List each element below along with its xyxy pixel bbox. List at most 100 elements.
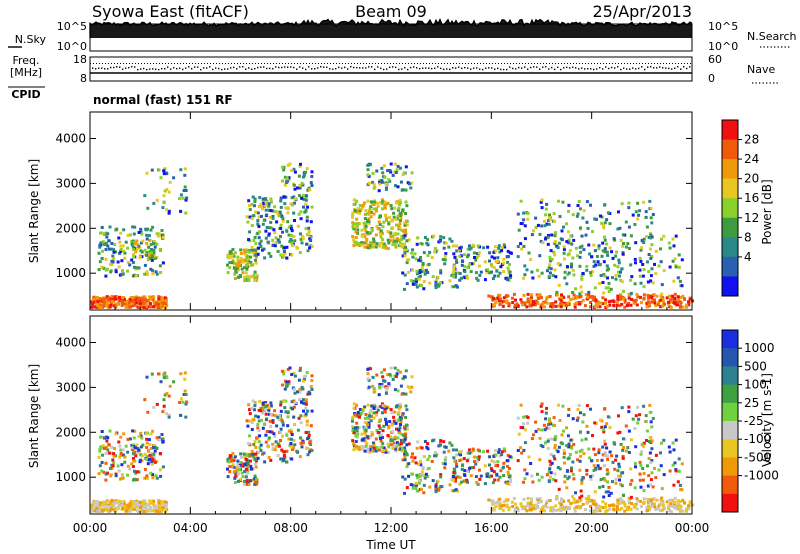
power-cell <box>365 238 369 241</box>
power-cell <box>281 219 285 223</box>
velocity-cell <box>549 508 553 512</box>
power-cell <box>287 178 291 182</box>
x-tick-label: 00:00 <box>675 521 710 535</box>
power-cell <box>456 271 460 275</box>
velocity-cell <box>497 450 501 454</box>
velocity-cell <box>282 372 286 376</box>
freq-dot <box>275 66 277 68</box>
velocity-cell <box>465 478 469 482</box>
velocity-cell <box>600 458 604 462</box>
power-cell <box>249 260 253 264</box>
velocity-cell <box>256 423 260 427</box>
velocity-cell <box>148 506 152 509</box>
velocity-cell <box>631 417 635 421</box>
velocity-cell <box>172 380 176 384</box>
velocity-cell <box>496 500 499 504</box>
power-cell <box>637 213 641 217</box>
power-cell <box>600 254 604 258</box>
velocity-cell <box>304 400 308 403</box>
velocity-cell <box>659 502 663 506</box>
freq-dot <box>521 67 523 69</box>
velocity-cell <box>516 449 520 452</box>
power-cell <box>401 209 404 213</box>
velocity-cell <box>372 443 376 447</box>
power-cell <box>112 250 116 254</box>
power-cell <box>152 295 156 299</box>
power-cell <box>607 300 611 304</box>
velocity-cell <box>650 502 654 506</box>
power-cell <box>161 236 165 239</box>
velocity-cell <box>145 474 149 478</box>
velocity-cell <box>526 496 530 500</box>
velocity-cell <box>510 500 514 504</box>
velocity-cell <box>405 408 409 412</box>
freq-dot <box>527 68 529 70</box>
velocity-cell <box>642 404 646 408</box>
velocity-cell <box>576 458 580 462</box>
velocity-cell <box>648 506 652 510</box>
y-tick-label: 4000 <box>55 335 86 349</box>
power-cell <box>152 239 156 243</box>
velocity-cell <box>131 443 135 447</box>
colorbar-swatch <box>722 159 738 180</box>
power-cell <box>672 244 676 248</box>
velocity-cell <box>246 453 249 457</box>
power-cell <box>366 243 370 247</box>
velocity-cell <box>138 506 142 510</box>
power-cell <box>103 243 107 246</box>
power-cell <box>621 233 625 237</box>
velocity-cell <box>182 393 186 396</box>
power-cell <box>126 299 130 303</box>
power-cell <box>394 184 397 188</box>
velocity-cell <box>159 474 163 478</box>
power-cell <box>567 238 571 242</box>
power-cell <box>372 207 376 211</box>
power-cell <box>500 246 504 250</box>
power-cell <box>105 295 109 299</box>
power-cell <box>581 216 585 220</box>
power-cell <box>400 228 404 232</box>
power-cell <box>114 268 118 272</box>
freq-dot <box>122 68 124 70</box>
power-cell <box>579 250 583 254</box>
power-cell <box>626 242 630 246</box>
velocity-cell <box>156 510 160 513</box>
velocity-cell <box>310 449 314 452</box>
velocity-cell <box>569 438 573 442</box>
velocity-cell <box>602 464 606 468</box>
power-cell <box>560 293 563 297</box>
power-cell <box>532 300 535 304</box>
power-cell <box>516 255 520 259</box>
velocity-cell <box>587 447 591 451</box>
velocity-cell <box>604 505 608 509</box>
power-cell <box>482 246 486 250</box>
power-cell <box>593 286 597 290</box>
velocity-cell <box>468 448 471 452</box>
velocity-cell <box>433 454 436 458</box>
velocity-cell <box>674 438 678 442</box>
power-cell <box>148 295 152 299</box>
power-cell <box>562 251 566 255</box>
power-cell <box>365 231 369 235</box>
velocity-cell <box>106 448 110 452</box>
power-cell <box>459 245 463 249</box>
freq-dot <box>257 66 259 69</box>
power-cell <box>603 247 607 251</box>
power-cell <box>116 260 120 264</box>
power-cell <box>158 248 162 251</box>
power-cell <box>601 241 605 245</box>
velocity-cell <box>162 398 166 402</box>
power-cell <box>149 297 153 301</box>
power-cell <box>688 297 692 301</box>
power-cell <box>398 211 402 215</box>
power-cell <box>567 295 571 299</box>
velocity-cell <box>539 499 543 503</box>
power-cell <box>305 215 309 219</box>
x-axis-label: Time UT <box>365 538 416 552</box>
power-cell <box>476 278 480 282</box>
velocity-cell <box>638 413 642 417</box>
velocity-cell <box>250 406 254 410</box>
power-cell <box>256 219 260 223</box>
power-cell <box>381 245 385 249</box>
velocity-cell <box>621 448 625 452</box>
